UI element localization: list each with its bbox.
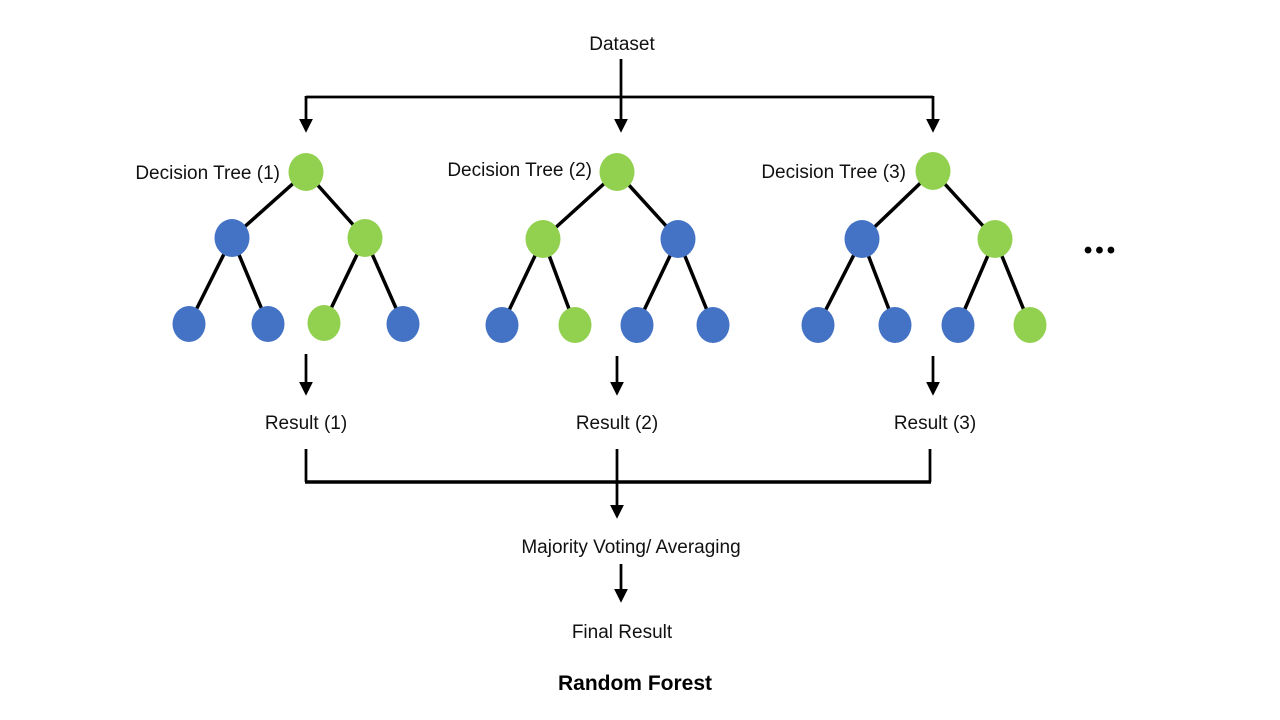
final-result-label: Final Result [572,622,673,643]
tree1-leaf-node [307,305,341,341]
tree1-leaf-node [251,306,285,342]
tree3-right-node [977,220,1013,258]
result-1-label: Result (1) [265,413,347,434]
tree2-leaf-node [558,307,592,343]
aggregation-bracket [304,449,932,519]
tree2-leaf-node [485,307,519,343]
decision-tree-3-label: Decision Tree (3) [761,162,906,183]
tree3-left-node [844,220,880,258]
decision-tree-2: Decision Tree (2) Result (2) [447,153,730,434]
tree2-root-node [599,153,635,191]
tree1-root-node [288,153,324,191]
tree1-leaf-node [386,306,420,342]
decision-tree-1: Decision Tree (1) Result (1) [135,153,420,434]
tree2-leaf-node [620,307,654,343]
decision-tree-3: Decision Tree (3) Result (3) [761,152,1047,434]
diagram-caption: Random Forest [558,672,712,695]
tree2-right-node [660,220,696,258]
tree1-left-node [214,219,250,257]
decision-tree-2-label: Decision Tree (2) [447,160,592,181]
result-2-label: Result (2) [576,413,658,434]
tree1-leaf-node [172,306,206,342]
tree1-right-node [347,219,383,257]
tree3-leaf-node [878,307,912,343]
tree2-leaf-node [696,307,730,343]
result-3-label: Result (3) [894,413,976,434]
tree2-left-node [525,220,561,258]
decision-tree-1-label: Decision Tree (1) [135,163,280,184]
tree3-leaf-node [801,307,835,343]
tree3-leaf-node [1013,307,1047,343]
more-trees-ellipsis: ••• [1084,237,1118,264]
tree3-leaf-node [941,307,975,343]
tree3-root-node [915,152,951,190]
aggregation-label: Majority Voting/ Averaging [521,537,740,558]
dataset-label: Dataset [589,34,655,55]
